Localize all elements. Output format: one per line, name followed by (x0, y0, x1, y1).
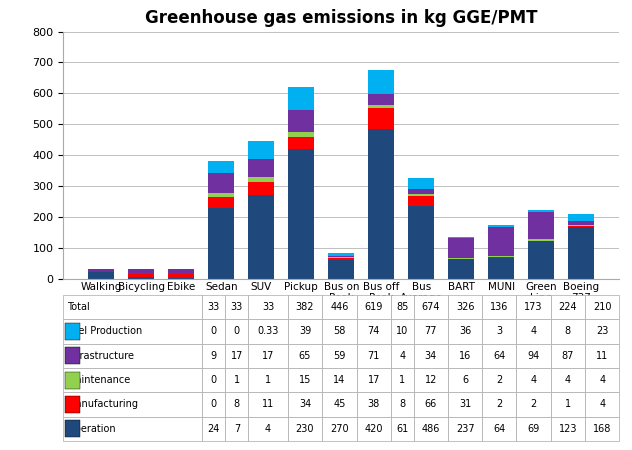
Bar (248, 195, 274, 279)
Bar (128, 269, 154, 274)
Bar (209, 161, 234, 172)
Bar (408, 194, 434, 196)
Bar (209, 193, 234, 197)
Bar (408, 178, 434, 189)
Bar (568, 226, 594, 227)
Bar (368, 108, 394, 129)
Bar (209, 172, 234, 193)
Bar (128, 274, 154, 277)
Bar (368, 94, 394, 104)
Bar (568, 225, 594, 226)
Bar (168, 278, 195, 279)
Bar (328, 258, 355, 260)
Bar (528, 239, 554, 241)
Bar (88, 269, 114, 271)
Bar (488, 258, 514, 279)
Bar (209, 208, 234, 279)
Bar (168, 274, 195, 278)
Bar (448, 238, 474, 258)
Bar (168, 269, 195, 274)
Bar (448, 259, 474, 279)
Bar (528, 212, 554, 239)
Bar (368, 70, 394, 94)
Bar (328, 256, 355, 257)
Bar (248, 141, 274, 159)
Bar (288, 149, 314, 279)
Bar (568, 221, 594, 225)
Bar (568, 227, 594, 279)
Bar (448, 258, 474, 259)
Title: Greenhouse gas emissions in kg GGE/PMT: Greenhouse gas emissions in kg GGE/PMT (145, 9, 538, 27)
Bar (488, 257, 514, 258)
Bar (448, 237, 474, 238)
Bar (408, 189, 434, 194)
Bar (88, 271, 114, 279)
Bar (248, 181, 274, 195)
Bar (368, 129, 394, 279)
Bar (288, 87, 314, 110)
Bar (288, 110, 314, 132)
Bar (128, 277, 154, 279)
Bar (288, 132, 314, 137)
Bar (328, 253, 355, 256)
Bar (368, 104, 394, 108)
Bar (408, 206, 434, 279)
Bar (209, 197, 234, 208)
Bar (328, 260, 355, 279)
Bar (408, 196, 434, 206)
Bar (288, 137, 314, 149)
Bar (528, 210, 554, 212)
Bar (248, 177, 274, 181)
Bar (488, 227, 514, 256)
Bar (488, 225, 514, 227)
Bar (488, 256, 514, 257)
Bar (248, 159, 274, 177)
Bar (568, 214, 594, 221)
Bar (528, 241, 554, 279)
